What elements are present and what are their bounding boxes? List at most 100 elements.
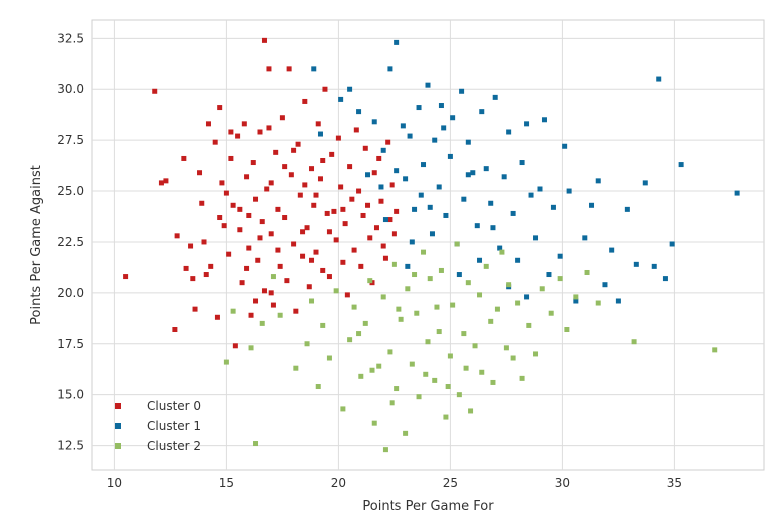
data-point [503, 345, 509, 351]
data-point [295, 141, 301, 147]
data-point [214, 314, 220, 320]
data-point [158, 180, 164, 186]
series-cluster-1 [311, 39, 740, 304]
data-point [443, 414, 449, 420]
data-point [423, 371, 429, 377]
x-tick-label: 35 [667, 476, 682, 490]
data-point [356, 188, 362, 194]
data-point [669, 241, 675, 247]
data-point [479, 369, 485, 375]
data-point [465, 172, 471, 178]
data-point [358, 373, 364, 379]
data-point [407, 133, 413, 139]
legend: Cluster 0 Cluster 1 Cluster 2 [115, 399, 201, 453]
data-point [432, 377, 438, 383]
data-point [304, 225, 310, 231]
data-point [358, 263, 364, 269]
data-point [479, 109, 485, 115]
data-point [190, 276, 196, 282]
data-point [403, 176, 409, 182]
data-point [595, 300, 601, 306]
data-point [400, 123, 406, 129]
data-point [199, 200, 205, 206]
data-point [237, 227, 243, 233]
data-point [432, 137, 438, 143]
data-point [378, 198, 384, 204]
data-point [266, 125, 272, 131]
data-point [416, 394, 422, 400]
data-point [490, 225, 496, 231]
data-point [273, 149, 279, 155]
data-point [389, 182, 395, 188]
data-point [615, 298, 621, 304]
y-tick-label: 22.5 [57, 235, 84, 249]
data-point [239, 280, 245, 286]
data-point [329, 151, 335, 157]
y-tick-label: 25.0 [57, 184, 84, 198]
data-point [387, 66, 393, 72]
data-point [362, 145, 368, 151]
data-point [223, 359, 229, 365]
data-point [434, 304, 440, 310]
data-point [436, 329, 442, 335]
legend-marker [115, 443, 121, 449]
data-point [244, 174, 250, 180]
data-point [380, 243, 386, 249]
data-point [584, 269, 590, 275]
data-point [573, 298, 579, 304]
data-point [477, 257, 483, 263]
data-point [282, 215, 288, 221]
data-point [223, 190, 229, 196]
data-point [506, 282, 512, 288]
data-point [376, 363, 382, 369]
data-point [226, 251, 232, 257]
data-point [228, 129, 234, 135]
data-point [394, 208, 400, 214]
data-point [268, 290, 274, 296]
data-point [322, 86, 328, 92]
data-point [282, 164, 288, 170]
data-point [494, 306, 500, 312]
data-point [217, 105, 223, 111]
data-point [382, 217, 388, 223]
data-point [387, 217, 393, 223]
data-point [232, 343, 238, 349]
data-point [255, 257, 261, 263]
data-point [315, 384, 321, 390]
data-point [235, 133, 241, 139]
data-point [326, 355, 332, 361]
legend-label: Cluster 0 [147, 399, 201, 413]
data-point [302, 182, 308, 188]
data-point [253, 298, 259, 304]
data-point [268, 231, 274, 237]
data-point [533, 351, 539, 357]
data-point [490, 379, 496, 385]
data-point [477, 292, 483, 298]
data-point [174, 233, 180, 239]
data-point [365, 202, 371, 208]
data-point [304, 341, 310, 347]
data-point [342, 221, 348, 227]
data-point [253, 196, 259, 202]
data-point [425, 339, 431, 345]
data-point [515, 257, 521, 263]
data-point [712, 347, 718, 353]
data-point [557, 253, 563, 259]
data-point [541, 117, 547, 123]
data-point [409, 239, 415, 245]
data-point [418, 192, 424, 198]
data-point [293, 308, 299, 314]
data-point [293, 365, 299, 371]
data-point [468, 408, 474, 414]
data-point [360, 212, 366, 218]
data-point [463, 365, 469, 371]
data-point [219, 180, 225, 186]
data-point [335, 135, 341, 141]
data-point [367, 278, 373, 284]
data-point [275, 247, 281, 253]
data-point [595, 178, 601, 184]
data-point [438, 103, 444, 109]
data-point [394, 386, 400, 392]
x-tick-labels: 10 15 20 25 30 35 [107, 476, 682, 490]
